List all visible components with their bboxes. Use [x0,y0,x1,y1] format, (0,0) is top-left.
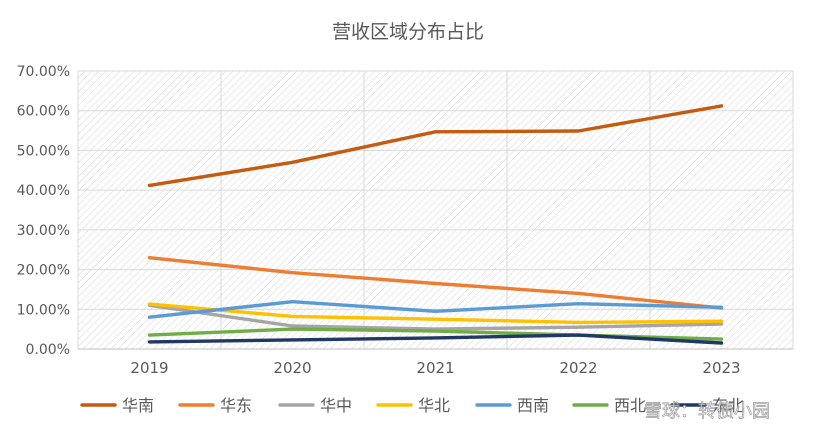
series-line [147,300,724,319]
legend-label: 华中 [320,396,352,415]
legend: 华南 华东 华中 华北 西南 西北 东北 [80,396,744,415]
y-tick-label: 0.00% [26,342,70,358]
y-tick-label: 20.00% [17,263,70,279]
y-tick-label: 40.00% [17,183,70,199]
y-tick-label: 10.00% [17,302,70,318]
series-line [147,302,724,325]
x-tick-label: 2020 [273,359,311,377]
legend-label: 华南 [122,396,154,415]
legend-label: 华北 [418,396,450,415]
series-line [147,256,724,310]
y-tick-label: 60.00% [17,104,70,120]
y-axis: 0.00% 10.00% 20.00% 30.00% 40.00% 50.00% 60.00… [17,64,70,358]
x-axis: 2019 2020 2021 2022 2023 [78,348,793,377]
series-line [147,104,724,188]
series-line [147,333,724,345]
watermark-text: 雪球：转债小园 [644,401,770,422]
legend-label: 华东 [220,396,252,415]
series-line [147,303,724,331]
x-tick-label: 2023 [702,359,740,377]
y-tick-label: 30.00% [17,223,70,239]
x-tick-label: 2021 [416,359,454,377]
x-tick-label: 2019 [130,359,168,377]
y-tick-label: 70.00% [17,64,70,80]
y-tick-label: 50.00% [17,143,70,159]
series-lines [147,104,724,345]
legend-label: 西北 [614,396,646,415]
gridlines [77,70,794,350]
legend-label: 西南 [517,396,549,415]
chart-title: 营收区域分布占比 [332,21,484,43]
x-tick-label: 2022 [559,359,597,377]
legend-label: 东北 [712,396,744,415]
